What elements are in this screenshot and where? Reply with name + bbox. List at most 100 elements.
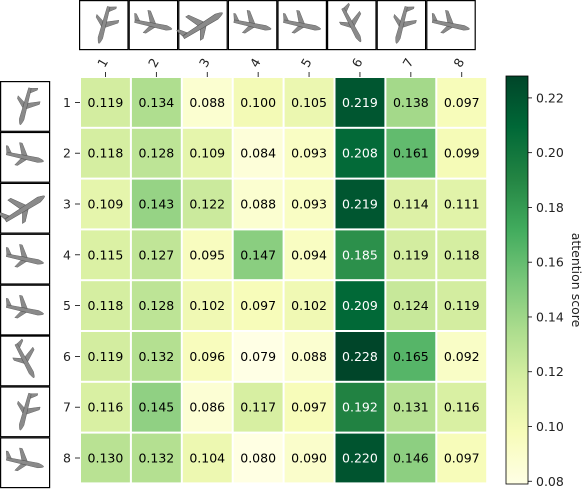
- cell-value-label: 0.228: [342, 349, 378, 364]
- heatmap-cell: [233, 78, 283, 127]
- colorbar-tick-label: 0.20: [536, 145, 564, 160]
- cell-value-label: 0.118: [88, 146, 124, 161]
- airplane-thumbnail: [0, 437, 51, 489]
- y-tick-label: 7: [63, 400, 71, 415]
- colorbar-label: attention score: [569, 233, 584, 328]
- airplane-icon: [5, 244, 44, 268]
- colorbar-tick-label: 0.14: [536, 309, 564, 324]
- colorbar-ticks: 0.08 0.10 0.12 0.14 0.16 0.18 0.20 0.22: [528, 90, 564, 489]
- cell-value-label: 0.092: [444, 349, 480, 364]
- y-tick-label: 4: [63, 247, 71, 262]
- colorbar-tick-label: 0.18: [536, 200, 564, 215]
- heatmap-cell: [81, 128, 130, 178]
- airplane-icon: [283, 10, 321, 34]
- heatmap-cell: [233, 332, 283, 381]
- cell-value-label: 0.097: [444, 95, 480, 110]
- heatmap-cell: [131, 433, 181, 483]
- x-tick-label: 8: [450, 56, 467, 70]
- heatmap-cell: [335, 128, 385, 178]
- heatmap-cell: [386, 230, 436, 280]
- cell-value-label: 0.118: [444, 247, 480, 262]
- colorbar-tick-label: 0.10: [536, 419, 564, 434]
- heatmap-cell: [182, 78, 232, 127]
- cell-value-label: 0.088: [240, 197, 276, 212]
- heatmap-cell: [131, 78, 181, 127]
- cell-value-label: 0.079: [240, 349, 276, 364]
- airplane-thumbnail: [128, 0, 179, 51]
- heatmap-cells: 0.119 0.134 0.088 0.100 0.105 0.219 0.138 0.097…: [81, 78, 487, 483]
- x-tick-label: 1: [94, 56, 111, 70]
- thumbnail-frame: [178, 0, 228, 51]
- cell-value-label: 0.097: [444, 451, 480, 466]
- cell-value-label: 0.122: [189, 197, 225, 212]
- heatmap-cell: [233, 382, 283, 432]
- airplane-icon: [95, 6, 120, 44]
- airplane-icon: [0, 195, 45, 224]
- cell-value-label: 0.086: [189, 400, 225, 415]
- airplane-icon: [339, 2, 362, 43]
- cell-value-label: 0.090: [291, 451, 327, 466]
- airplane-thumbnail: [176, 0, 228, 51]
- cell-value-label: 0.131: [393, 400, 429, 415]
- y-axis-ticks: 1 2 3 4 5 6 7 8: [63, 95, 80, 466]
- heatmap-cell: [81, 433, 130, 483]
- cell-value-label: 0.109: [88, 197, 124, 212]
- heatmap-cell: [284, 433, 334, 483]
- airplane-icon: [5, 447, 44, 472]
- cell-value-label: 0.119: [444, 298, 480, 313]
- cell-value-label: 0.095: [189, 247, 225, 262]
- heatmap-cell: [182, 230, 232, 280]
- heatmap-cell: [284, 281, 334, 330]
- cell-value-label: 0.104: [189, 451, 225, 466]
- heatmap-cell: [284, 78, 334, 127]
- heatmap-cell: [182, 332, 232, 381]
- heatmap-cell: [233, 179, 283, 229]
- heatmap-cell: [335, 382, 385, 432]
- cell-value-label: 0.088: [189, 95, 225, 110]
- x-tick-label: 4: [247, 56, 264, 70]
- cell-value-label: 0.128: [138, 146, 174, 161]
- heatmap-cell: [437, 281, 487, 330]
- cell-value-label: 0.114: [393, 197, 429, 212]
- row-thumbnails: [0, 80, 51, 489]
- x-axis-ticks: 1 2 3 4 5 6 7 8: [94, 56, 467, 77]
- heatmap-cell: [182, 179, 232, 229]
- cell-value-label: 0.132: [138, 349, 174, 364]
- airplane-icon: [176, 12, 223, 41]
- colorbar-gradient: [505, 75, 529, 485]
- cell-value-label: 0.208: [342, 146, 378, 161]
- colorbar-tick-label: 0.22: [536, 90, 564, 105]
- y-tick-label: 8: [63, 451, 71, 466]
- airplane-thumbnail: [376, 0, 427, 51]
- heatmap-cell: [437, 332, 487, 381]
- heatmap-cell: [284, 332, 334, 381]
- cell-value-label: 0.084: [240, 146, 276, 161]
- airplane-thumbnail: [0, 233, 51, 285]
- airplane-icon: [393, 6, 417, 44]
- airplane-thumbnail: [78, 0, 129, 51]
- airplane-thumbnail: [0, 131, 51, 183]
- colorbar-tick-label: 0.12: [536, 364, 564, 379]
- cell-value-label: 0.161: [393, 146, 429, 161]
- cell-value-label: 0.116: [88, 400, 124, 415]
- cell-value-label: 0.145: [138, 400, 174, 415]
- cell-value-label: 0.209: [342, 298, 378, 313]
- cell-value-label: 0.219: [342, 197, 378, 212]
- heatmap-cell: [335, 179, 385, 229]
- airplane-icon: [233, 10, 272, 34]
- heatmap-cell: [437, 433, 487, 483]
- airplane-thumbnail: [327, 0, 377, 51]
- airplane-icon: [5, 142, 44, 166]
- heatmap-cell: [437, 128, 487, 178]
- x-tick-label: 5: [298, 56, 315, 70]
- cell-value-label: 0.134: [138, 95, 174, 110]
- airplane-thumbnail: [426, 0, 476, 51]
- cell-value-label: 0.080: [240, 451, 276, 466]
- airplane-thumbnail: [0, 182, 51, 234]
- heatmap-cell: [386, 332, 436, 381]
- heatmap-cell: [233, 281, 283, 330]
- heatmap-cell: [81, 179, 130, 229]
- airplane-icon: [5, 295, 44, 319]
- heatmap-cell: [335, 230, 385, 280]
- cell-value-label: 0.124: [393, 298, 429, 313]
